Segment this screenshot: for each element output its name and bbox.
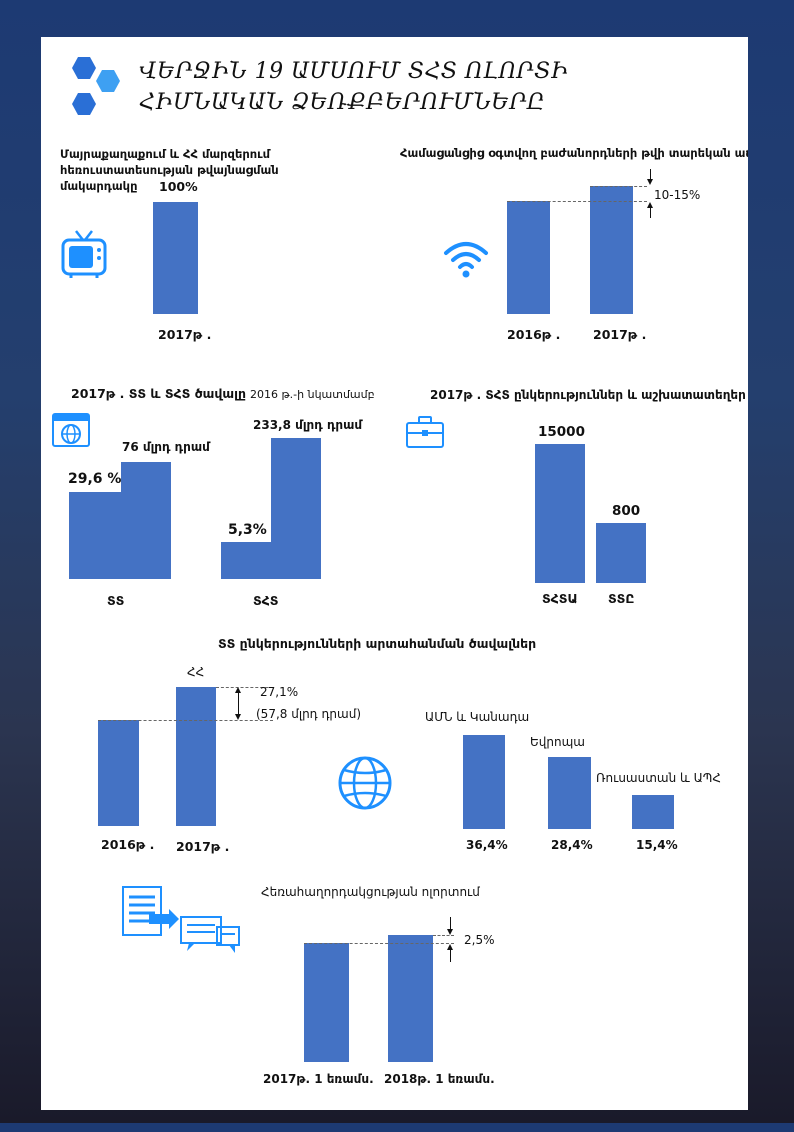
bar xyxy=(98,720,139,826)
data-label: 100% xyxy=(159,179,198,194)
bar xyxy=(590,186,633,314)
annotation: 2,5% xyxy=(464,933,495,947)
hexagon-icon xyxy=(72,57,96,79)
bar xyxy=(176,687,216,826)
reference-line xyxy=(98,720,273,721)
category-label: Ռուսաստան և ԱՊՀ xyxy=(596,771,721,785)
arrow-up-icon xyxy=(647,202,653,208)
chart-title-rest: 2016 թ.-ի նկատմամբ xyxy=(250,388,375,401)
tv-icon xyxy=(61,230,107,278)
data-label: 15,4% xyxy=(636,838,678,852)
bar xyxy=(463,735,505,829)
chart-title: Համացանցից օգտվող բաժանորդների թվի տարեկ… xyxy=(400,146,748,160)
bar xyxy=(548,757,591,829)
tick-label: 2017թ . xyxy=(158,327,212,342)
infographic-card: ՎԵՐՋԻՆ 19 ԱՄՍՈՒՄ ՏՀՏ ՈԼՈՐՏԻ ՀԻՄՆԱԿԱՆ ՁԵՌ… xyxy=(41,37,748,1110)
arrow-up-icon xyxy=(447,944,453,950)
tick-label: 2016թ . xyxy=(507,327,561,342)
wifi-icon xyxy=(444,242,488,278)
category-label: ԱՄՆ և Կանադա xyxy=(425,710,530,724)
data-label: 233,8 մլրդ դրամ xyxy=(253,418,363,432)
category-label: Եվրոպա xyxy=(530,735,585,749)
page-title: ՎԵՐՋԻՆ 19 ԱՄՍՈՒՄ ՏՀՏ ՈԼՈՐՏԻ ՀԻՄՆԱԿԱՆ ՁԵՌ… xyxy=(139,59,569,115)
tick-label: ՏՀՏԱ xyxy=(542,591,578,606)
reference-line xyxy=(433,935,454,936)
document-chat-icon xyxy=(122,886,240,953)
tick-label: 2017թ . xyxy=(176,839,230,854)
bar xyxy=(304,943,349,1062)
reference-line xyxy=(304,943,454,944)
arrow-up-icon xyxy=(235,687,241,693)
data-label: 28,4% xyxy=(551,838,593,852)
reference-line xyxy=(507,201,647,202)
annotation: 10-15% xyxy=(654,188,701,202)
bar xyxy=(271,438,321,579)
bar xyxy=(153,202,198,314)
chart-title: Մայրաքաղաքում և ՀՀ մարզերում հեռուստատես… xyxy=(60,147,279,193)
globe-icon xyxy=(338,756,392,810)
bar xyxy=(632,795,674,829)
bar xyxy=(535,444,585,583)
chart-title: Հեռահաղորդակցության ոլորտում xyxy=(261,885,480,899)
annotation: (57,8 մլրդ դրամ) xyxy=(256,707,361,721)
data-label: 76 մլրդ դրամ xyxy=(122,440,210,454)
tick-label: 2016թ . xyxy=(101,837,155,852)
arrow-line xyxy=(650,208,651,218)
bar xyxy=(121,462,171,579)
reference-line xyxy=(590,186,647,187)
chart-title: 2017թ . ՏՀՏ ընկերություններ և աշխատատեղե… xyxy=(430,388,746,402)
data-label: 800 xyxy=(612,503,641,519)
tick-label: 2017թ. 1 եռամս. xyxy=(263,1072,374,1086)
arrow-line xyxy=(450,950,451,962)
arrow-line xyxy=(650,169,651,179)
tick-label: 2018թ. 1 եռամս. xyxy=(384,1072,495,1086)
bar xyxy=(596,523,646,583)
tick-label: ՏՀՏ xyxy=(253,593,279,608)
arrow-down-icon xyxy=(235,714,241,720)
hexagon-icon xyxy=(96,70,120,92)
bar xyxy=(507,201,550,314)
bar xyxy=(388,935,433,1062)
tick-label: ՏՏԸ xyxy=(608,591,635,606)
chart-title: 2017թ . ՏՏ և ՏՀՏ ծավալը 2016 թ.-ի նկատմա… xyxy=(71,386,375,401)
arrow-down-icon xyxy=(447,929,453,935)
chart-title: ՏՏ ընկերությունների արտահանման ծավալներ xyxy=(218,636,537,651)
data-label: 36,4% xyxy=(466,838,508,852)
arrow-line xyxy=(450,917,451,929)
annotation: 27,1% xyxy=(260,685,299,699)
hexagon-icon xyxy=(72,93,96,115)
tick-label: 2017թ . xyxy=(593,327,647,342)
reference-line xyxy=(216,687,273,688)
bar xyxy=(221,542,271,579)
data-label: 5,3% xyxy=(228,522,267,538)
tick-label: ՏՏ xyxy=(107,593,125,608)
arrow-down-icon xyxy=(647,179,653,185)
bar xyxy=(69,492,121,579)
briefcase-icon xyxy=(406,416,444,448)
bar-top-label: ՀՀ xyxy=(187,665,205,679)
arrow-line xyxy=(238,693,239,714)
data-label: 15000 xyxy=(538,424,585,440)
chart-title-bold: 2017թ . ՏՏ և ՏՀՏ ծավալը xyxy=(71,386,247,401)
web-browser-icon xyxy=(52,413,90,447)
data-label: 29,6 % xyxy=(68,471,122,487)
